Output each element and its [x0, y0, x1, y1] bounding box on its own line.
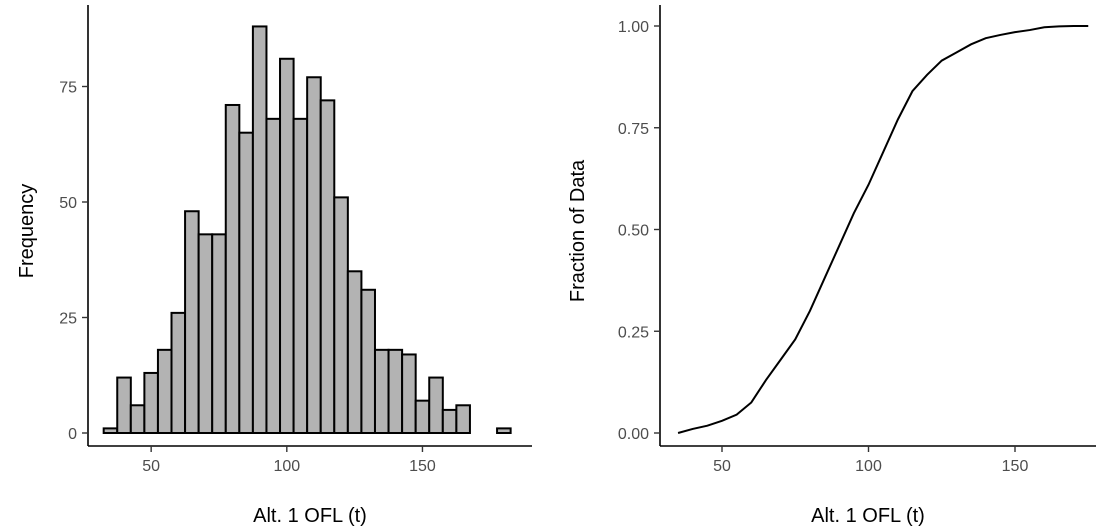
histogram-y-tick-label: 75	[59, 80, 77, 97]
histogram-bar	[279, 57, 295, 434]
histogram-x-ticks: 50 100 150	[142, 446, 436, 475]
ecdf-x-tick-label: 150	[1002, 458, 1029, 475]
histogram-bar	[333, 196, 349, 434]
histogram-x-tick-label: 100	[273, 458, 300, 475]
ecdf-y-tick-label: 0.25	[618, 324, 649, 341]
histogram-y-ticks: 0 25 50 75	[59, 80, 88, 443]
histogram-bar	[170, 311, 187, 435]
histogram-bar	[428, 376, 444, 434]
histogram-panel: 50 100 150 0 25 50 75 Alt. 1 OFL (t) Frequenc…	[16, 5, 532, 527]
histogram-bar	[401, 353, 417, 434]
histogram-bar	[373, 348, 390, 434]
histogram-bar	[102, 427, 119, 435]
histogram-y-tick-label: 0	[68, 426, 77, 443]
histogram-bar	[129, 404, 146, 434]
ecdf-y-axis-title: Fraction of Data	[567, 159, 589, 302]
histogram-bar	[184, 210, 200, 434]
ecdf-y-tick-label: 0.50	[618, 223, 649, 240]
histogram-bar	[211, 233, 227, 434]
histogram-bar	[306, 76, 322, 434]
histogram-bar	[251, 25, 268, 434]
ecdf-x-ticks: 50 100 150	[713, 446, 1028, 475]
histogram-bar	[346, 270, 363, 434]
histogram-bars	[102, 25, 512, 435]
ecdf-y-tick-label: 1.00	[618, 19, 649, 36]
histogram-bar	[360, 288, 376, 434]
histogram-bar	[292, 117, 309, 434]
ecdf-y-tick-label: 0.00	[618, 426, 649, 443]
histogram-bar	[143, 371, 159, 435]
ecdf-x-tick-label: 50	[713, 458, 731, 475]
histogram-x-axis-title: Alt. 1 OFL (t)	[253, 505, 367, 527]
histogram-bar	[455, 404, 471, 434]
histogram-bar	[265, 117, 282, 434]
histogram-bar	[197, 233, 214, 434]
histogram-x-tick-label: 50	[142, 458, 160, 475]
ecdf-line	[677, 25, 1089, 434]
histogram-bar	[116, 376, 132, 434]
histogram-bar	[224, 103, 241, 434]
histogram-y-tick-label: 25	[59, 311, 77, 328]
histogram-bar	[387, 348, 404, 434]
ecdf-panel: 50 100 150 0.00 0.25 0.50 0.75 1.00 Alt. 1 OFL…	[567, 5, 1096, 527]
ecdf-y-tick-label: 0.75	[618, 121, 649, 138]
histogram-bar	[156, 348, 173, 434]
histogram-bar	[414, 399, 431, 435]
ecdf-y-ticks: 0.00 0.25 0.50 0.75 1.00	[618, 19, 660, 443]
histogram-bar	[319, 99, 336, 435]
histogram-y-axis-title: Frequency	[16, 184, 38, 279]
histogram-bar	[238, 131, 254, 434]
ecdf-x-axis-title: Alt. 1 OFL (t)	[811, 505, 925, 527]
histogram-bar	[496, 427, 512, 435]
histogram-bar	[441, 408, 458, 434]
histogram-y-tick-label: 50	[59, 195, 77, 212]
ecdf-x-tick-label: 100	[855, 458, 882, 475]
histogram-x-tick-label: 150	[409, 458, 436, 475]
